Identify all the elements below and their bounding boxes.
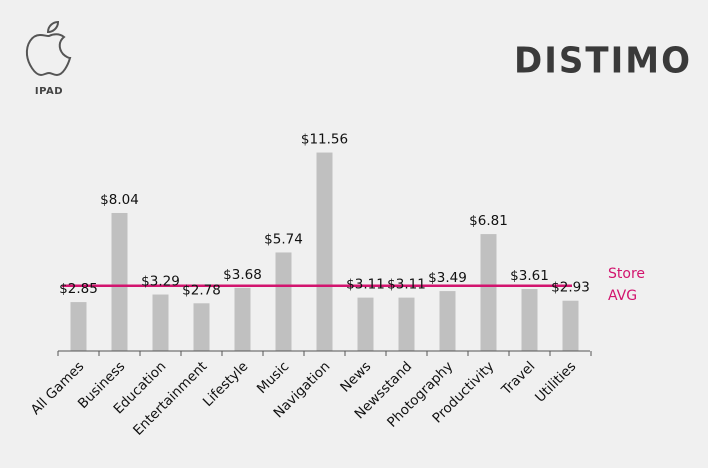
category-label: Music — [254, 359, 292, 397]
value-labels-layer: $2.85 $8.04 $3.29$2.78$3.68 $5.74 $11.56 $3.1… — [59, 132, 590, 299]
bar-education — [152, 294, 169, 351]
value-label: $6.81 — [469, 213, 508, 229]
apple-icon — [25, 20, 72, 77]
store-avg-label: AVG — [608, 288, 637, 304]
bar-lifestyle — [234, 287, 251, 351]
platform-badge: IPAD — [18, 18, 80, 97]
bars-layer — [70, 152, 579, 351]
bar-newsstand — [398, 297, 415, 351]
value-label: $2.85 — [59, 281, 98, 297]
bar-travel — [521, 289, 538, 351]
ticks-layer — [57, 351, 592, 356]
category-labels-layer: All GamesBusinessEducationEntertainmentL… — [28, 359, 580, 439]
store-avg-label: Store — [608, 266, 645, 282]
bar-utilities — [562, 300, 579, 351]
bar-news — [357, 297, 374, 351]
category-label: Entertainment — [130, 359, 210, 439]
bar-navigation — [316, 152, 333, 351]
value-label: $3.11 — [387, 277, 426, 293]
bar-photography — [439, 291, 456, 351]
category-label: All Games — [28, 359, 88, 419]
value-label: $2.93 — [551, 280, 590, 296]
value-label: $5.74 — [264, 231, 303, 247]
value-label: $11.56 — [301, 132, 348, 148]
value-label: $3.61 — [510, 268, 549, 284]
bar-productivity — [480, 234, 497, 351]
store-avg-layer: Store AVG — [62, 266, 645, 304]
value-label: $2.78 — [182, 282, 221, 298]
bar-all-games — [70, 302, 87, 351]
category-label: News — [337, 359, 374, 396]
category-label: Travel — [498, 359, 538, 399]
brand-logo: DISTIMO — [514, 40, 692, 82]
bar-entertainment — [193, 303, 210, 351]
bar-business — [111, 212, 128, 351]
category-label: Utilities — [532, 359, 579, 406]
category-label: Lifestyle — [200, 359, 251, 410]
bar-music — [275, 252, 292, 351]
value-label: $8.04 — [100, 192, 139, 208]
value-label: $3.11 — [346, 277, 385, 293]
value-label: $3.49 — [428, 270, 467, 286]
platform-label: IPAD — [34, 86, 64, 97]
value-label: $3.68 — [223, 267, 262, 283]
value-label: $3.29 — [141, 274, 180, 290]
